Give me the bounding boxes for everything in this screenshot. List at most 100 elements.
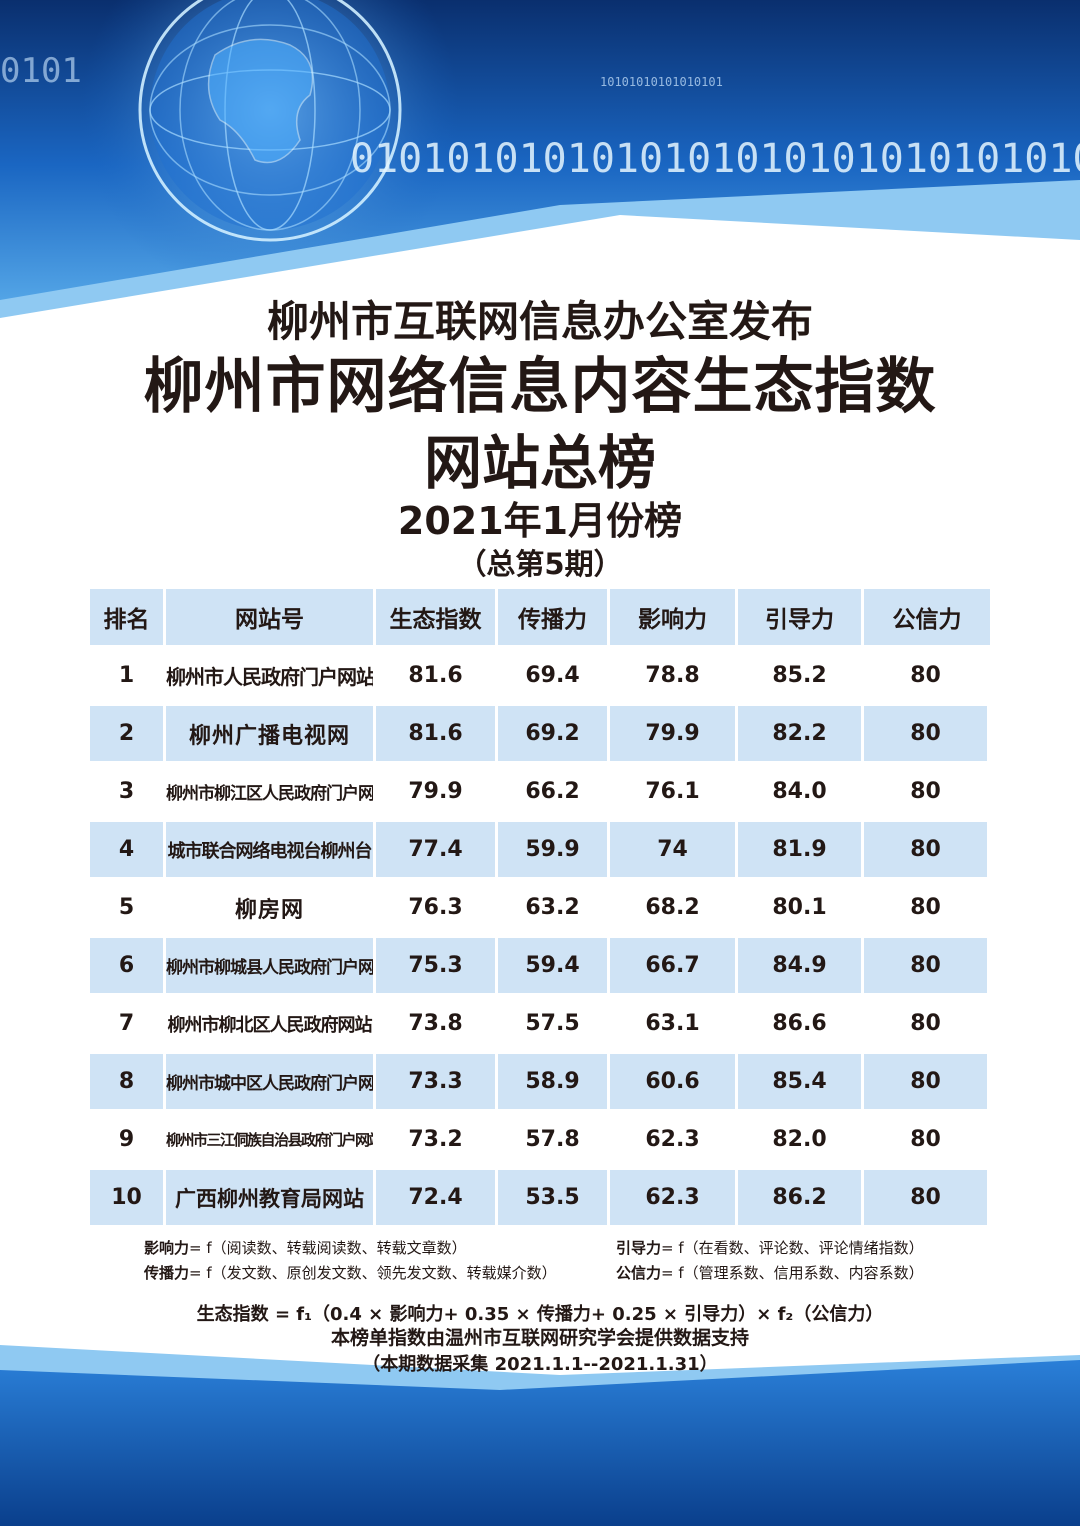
cell-credibility: 80 (864, 819, 990, 877)
publisher-title: 柳州市互联网信息办公室发布 (266, 297, 813, 346)
binary-text-small: 10101010101010101 (600, 75, 723, 89)
guide-note: 引导力= f（在看数、评论数、评论情绪指数） (616, 1237, 924, 1258)
cell-spread: 69.4 (498, 645, 610, 703)
data-support-note: 本榜单指数由温州市互联网研究学会提供数据支持 (330, 1327, 749, 1349)
cell-eco-index: 73.2 (376, 1109, 498, 1167)
main-title: 柳州市网络信息内容生态指数 (143, 352, 937, 422)
cell-rank: 3 (90, 761, 166, 819)
cell-eco-index: 76.3 (376, 877, 498, 935)
cell-spread: 59.9 (498, 819, 610, 877)
cell-guide: 82.0 (738, 1109, 864, 1167)
cell-influence: 76.1 (610, 761, 738, 819)
globe-banner-graphic: 010101010101010101010101010101010101010 … (0, 0, 1080, 330)
table-row: 7 柳州市柳北区人民政府网站 73.8 57.5 63.1 86.6 80 (90, 993, 990, 1051)
table-row: 4 城市联合网络电视台柳州台 77.4 59.9 74 81.9 80 (90, 819, 990, 877)
cell-spread: 57.8 (498, 1109, 610, 1167)
cell-site: 柳州市三江侗族自治县政府门户网站 (166, 1109, 376, 1167)
table-row: 1 柳州市人民政府门户网站 81.6 69.4 78.8 85.2 80 (90, 645, 990, 703)
table-row: 9 柳州市三江侗族自治县政府门户网站 73.2 57.8 62.3 82.0 8… (90, 1109, 990, 1167)
cell-site: 广西柳州教育局网站 (166, 1167, 376, 1225)
cell-spread: 58.9 (498, 1051, 610, 1109)
cell-influence: 63.1 (610, 993, 738, 1051)
cell-guide: 84.0 (738, 761, 864, 819)
cell-guide: 84.9 (738, 935, 864, 993)
cell-influence: 68.2 (610, 877, 738, 935)
cell-guide: 86.6 (738, 993, 864, 1051)
credibility-label: 公信力 (616, 1264, 662, 1282)
cell-eco-index: 73.3 (376, 1051, 498, 1109)
cell-credibility: 80 (864, 1167, 990, 1225)
cell-eco-index: 81.6 (376, 703, 498, 761)
cell-site: 柳州市城中区人民政府门户网站 (166, 1051, 376, 1109)
cell-rank: 10 (90, 1167, 166, 1225)
header-credibility: 公信力 (864, 589, 990, 645)
influence-formula: = f（阅读数、转载阅读数、转载文章数） (189, 1239, 467, 1257)
cell-eco-index: 79.9 (376, 761, 498, 819)
cell-eco-index: 73.8 (376, 993, 498, 1051)
cell-site: 城市联合网络电视台柳州台 (166, 819, 376, 877)
footer-wave-graphic (0, 1330, 1080, 1526)
issue-number: （总第5期） (457, 547, 623, 581)
main-subtitle: 网站总榜 (423, 429, 656, 497)
cell-spread: 69.2 (498, 703, 610, 761)
cell-eco-index: 77.4 (376, 819, 498, 877)
cell-rank: 2 (90, 703, 166, 761)
binary-text-left: 0101 (0, 51, 82, 91)
cell-rank: 7 (90, 993, 166, 1051)
guide-formula: = f（在看数、评论数、评论情绪指数） (661, 1239, 924, 1257)
cell-influence: 79.9 (610, 703, 738, 761)
binary-text: 010101010101010101010101010101010101010 (350, 136, 1080, 182)
cell-guide: 81.9 (738, 819, 864, 877)
header-influence: 影响力 (610, 589, 738, 645)
credibility-note: 公信力= f（管理系数、信用系数、内容系数） (616, 1262, 924, 1283)
table-row: 10 广西柳州教育局网站 72.4 53.5 62.3 86.2 80 (90, 1167, 990, 1225)
cell-rank: 5 (90, 877, 166, 935)
table-row: 2 柳州广播电视网 81.6 69.2 79.9 82.2 80 (90, 703, 990, 761)
cell-influence: 66.7 (610, 935, 738, 993)
footer-banner (0, 1330, 1080, 1526)
cell-rank: 6 (90, 935, 166, 993)
cell-guide: 86.2 (738, 1167, 864, 1225)
cell-rank: 9 (90, 1109, 166, 1167)
header-spread: 传播力 (498, 589, 610, 645)
spread-note: 传播力= f（发文数、原创发文数、领先发文数、转载媒介数） (144, 1262, 557, 1283)
eco-index-formula: 生态指数 = f₁（0.4 × 影响力+ 0.35 × 传播力+ 0.25 × … (196, 1304, 884, 1325)
header-rank: 排名 (90, 589, 166, 645)
cell-credibility: 80 (864, 645, 990, 703)
cell-eco-index: 72.4 (376, 1167, 498, 1225)
data-collection-period: （本期数据采集 2021.1.1--2021.1.31） (362, 1354, 718, 1375)
guide-label: 引导力 (616, 1239, 662, 1257)
cell-influence: 78.8 (610, 645, 738, 703)
cell-spread: 63.2 (498, 877, 610, 935)
table-row: 6 柳州市柳城县人民政府门户网站 75.3 59.4 66.7 84.9 80 (90, 935, 990, 993)
header-eco-index: 生态指数 (376, 589, 498, 645)
cell-influence: 74 (610, 819, 738, 877)
cell-site: 柳房网 (166, 877, 376, 935)
cell-influence: 62.3 (610, 1109, 738, 1167)
cell-eco-index: 75.3 (376, 935, 498, 993)
cell-credibility: 80 (864, 761, 990, 819)
table-header-row: 排名 网站号 生态指数 传播力 影响力 引导力 公信力 (90, 589, 990, 645)
period-title: 2021年1月份榜 (397, 499, 683, 543)
cell-spread: 57.5 (498, 993, 610, 1051)
cell-rank: 4 (90, 819, 166, 877)
credibility-formula: = f（管理系数、信用系数、内容系数） (661, 1264, 924, 1282)
cell-influence: 62.3 (610, 1167, 738, 1225)
cell-guide: 82.2 (738, 703, 864, 761)
cell-credibility: 80 (864, 703, 990, 761)
cell-eco-index: 81.6 (376, 645, 498, 703)
table-row: 3 柳州市柳江区人民政府门户网站 79.9 66.2 76.1 84.0 80 (90, 761, 990, 819)
cell-spread: 66.2 (498, 761, 610, 819)
table-row: 5 柳房网 76.3 63.2 68.2 80.1 80 (90, 877, 990, 935)
cell-guide: 85.4 (738, 1051, 864, 1109)
header-site: 网站号 (166, 589, 376, 645)
spread-label: 传播力 (144, 1264, 190, 1282)
cell-credibility: 80 (864, 935, 990, 993)
cell-site: 柳州广播电视网 (166, 703, 376, 761)
cell-spread: 53.5 (498, 1167, 610, 1225)
influence-note: 影响力= f（阅读数、转载阅读数、转载文章数） (144, 1237, 467, 1258)
table-row: 8 柳州市城中区人民政府门户网站 73.3 58.9 60.6 85.4 80 (90, 1051, 990, 1109)
header-banner: 010101010101010101010101010101010101010 … (0, 0, 1080, 330)
cell-site: 柳州市人民政府门户网站 (166, 645, 376, 703)
cell-site: 柳州市柳江区人民政府门户网站 (166, 761, 376, 819)
